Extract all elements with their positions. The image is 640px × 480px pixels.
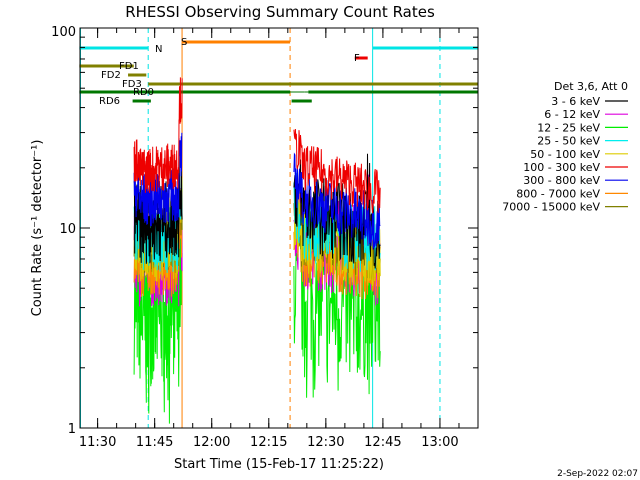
x-tick-label: 11:45 bbox=[136, 435, 173, 450]
y-tick-label: 1 bbox=[68, 422, 76, 437]
legend-item-label: 12 - 25 keV bbox=[537, 121, 600, 134]
x-axis: 11:30 11:45 12:00 12:15 12:30 12:45 13:00 bbox=[79, 28, 460, 450]
flare-flag-label: F bbox=[354, 53, 360, 64]
fd1-flag-label: FD1 bbox=[119, 61, 139, 72]
y-tick-label: 10 bbox=[59, 222, 76, 237]
legend-item-label: 300 - 800 keV bbox=[523, 174, 600, 187]
rd6-flag-label: RD6 bbox=[99, 96, 120, 107]
timestamp: 2-Sep-2022 02:07 bbox=[557, 469, 638, 479]
x-tick-label: 13:00 bbox=[421, 435, 458, 450]
series-trace bbox=[133, 77, 183, 194]
legend-item-label: 100 - 300 keV bbox=[523, 161, 600, 174]
legend-item-label: 6 - 12 keV bbox=[544, 108, 600, 121]
night-flag-label: N bbox=[155, 44, 162, 55]
y-axis-label: Count Rate (s⁻¹ detector⁻¹) bbox=[30, 140, 45, 317]
fd2-flag-label: FD2 bbox=[101, 70, 121, 81]
x-tick-label: 12:00 bbox=[193, 435, 230, 450]
series-trace bbox=[293, 128, 381, 214]
saa-flag-label: S bbox=[181, 37, 187, 48]
y-tick-label: 100 bbox=[51, 25, 76, 40]
series-trace bbox=[133, 143, 183, 264]
series-trace bbox=[133, 132, 183, 227]
legend-item-label: 800 - 7000 keV bbox=[516, 187, 600, 200]
rd0-flag-label: RD0 bbox=[133, 87, 154, 98]
x-tick-label: 12:15 bbox=[250, 435, 287, 450]
x-tick-label: 12:30 bbox=[307, 435, 344, 450]
x-tick-label: 11:30 bbox=[79, 435, 116, 450]
legend-item-label: 7000 - 15000 keV bbox=[502, 201, 600, 214]
chart-title: RHESSI Observing Summary Count Rates bbox=[125, 3, 435, 21]
series-trace bbox=[293, 153, 381, 269]
legend-item-label: 25 - 50 keV bbox=[537, 135, 600, 148]
y-axis: 1 10 100 bbox=[51, 25, 478, 437]
legend-item-label: 50 - 100 keV bbox=[530, 148, 600, 161]
fd3-flag-label: FD3 bbox=[122, 79, 142, 90]
x-tick-label: 12:45 bbox=[364, 435, 401, 450]
legend-item-label: 3 - 6 keV bbox=[551, 95, 600, 108]
legend-title: Det 3,6, Att 0 bbox=[554, 80, 628, 93]
x-axis-label: Start Time (15-Feb-17 11:25:22) bbox=[174, 457, 384, 472]
